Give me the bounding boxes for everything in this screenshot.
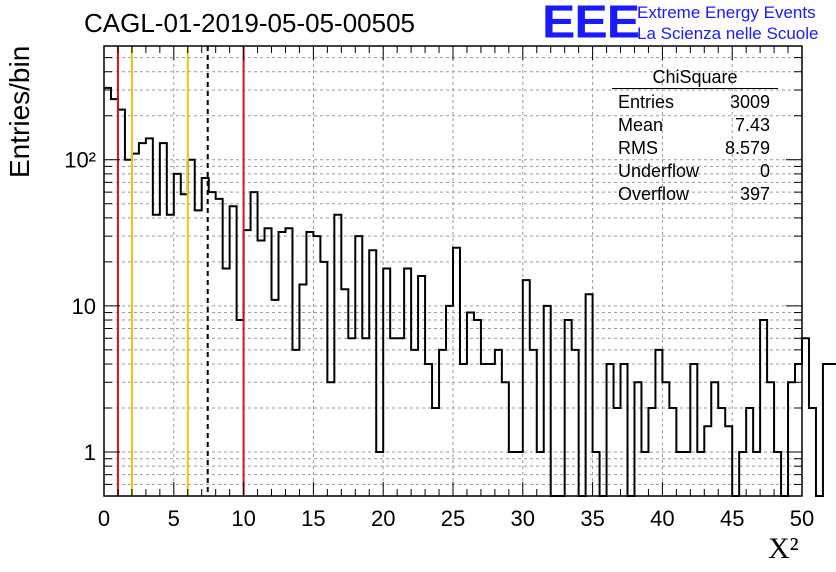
x-tick-label: 10 [231,506,255,531]
stats-value: 0 [759,161,770,181]
x-tick-label: 5 [168,506,180,531]
stats-row-rms: RMS 8.579 [612,137,778,160]
stats-value: 3009 [729,92,770,112]
x-tick-label: 35 [580,506,604,531]
stats-value: 7.43 [734,115,770,135]
stats-row-overflow: Overflow 397 [612,183,778,206]
x-tick-label: 25 [441,506,465,531]
stats-label: Overflow [618,184,690,204]
x-tick-label: 15 [301,506,325,531]
stats-row-mean: Mean 7.43 [612,114,778,137]
y-tick-label: 10 [72,294,96,319]
stats-value: 8.579 [724,138,770,158]
stats-label: Mean [618,115,664,135]
y-tick-label: 10² [64,148,96,173]
stats-row-entries: Entries 3009 [612,91,778,114]
logo-caption-line2: La Scienza nelle Scuole [637,24,819,43]
eee-logo: EEE [542,0,640,48]
x-tick-label: 0 [98,506,110,531]
stats-value: 397 [739,184,770,204]
stats-label: RMS [618,138,658,158]
chart-title: CAGL-01-2019-05-05-00505 [84,8,415,38]
stats-label: Underflow [618,161,700,181]
x-tick-label: 50 [790,506,814,531]
logo-caption-line1: Extreme Energy Events [637,3,816,22]
stats-row-underflow: Underflow 0 [612,160,778,183]
y-axis-label: Entries/bin [4,45,35,178]
x-tick-label: 45 [720,506,744,531]
x-tick-label: 30 [511,506,535,531]
stats-box: ChiSquare Entries 3009 Mean 7.43 RMS 8.5… [612,66,778,206]
x-tick-label: 40 [650,506,674,531]
stats-title: ChiSquare [612,66,778,89]
x-axis-label: X² [768,532,799,565]
x-tick-label: 20 [371,506,395,531]
y-tick-label: 1 [84,440,96,465]
stats-label: Entries [618,92,675,112]
histogram-series [104,86,836,497]
